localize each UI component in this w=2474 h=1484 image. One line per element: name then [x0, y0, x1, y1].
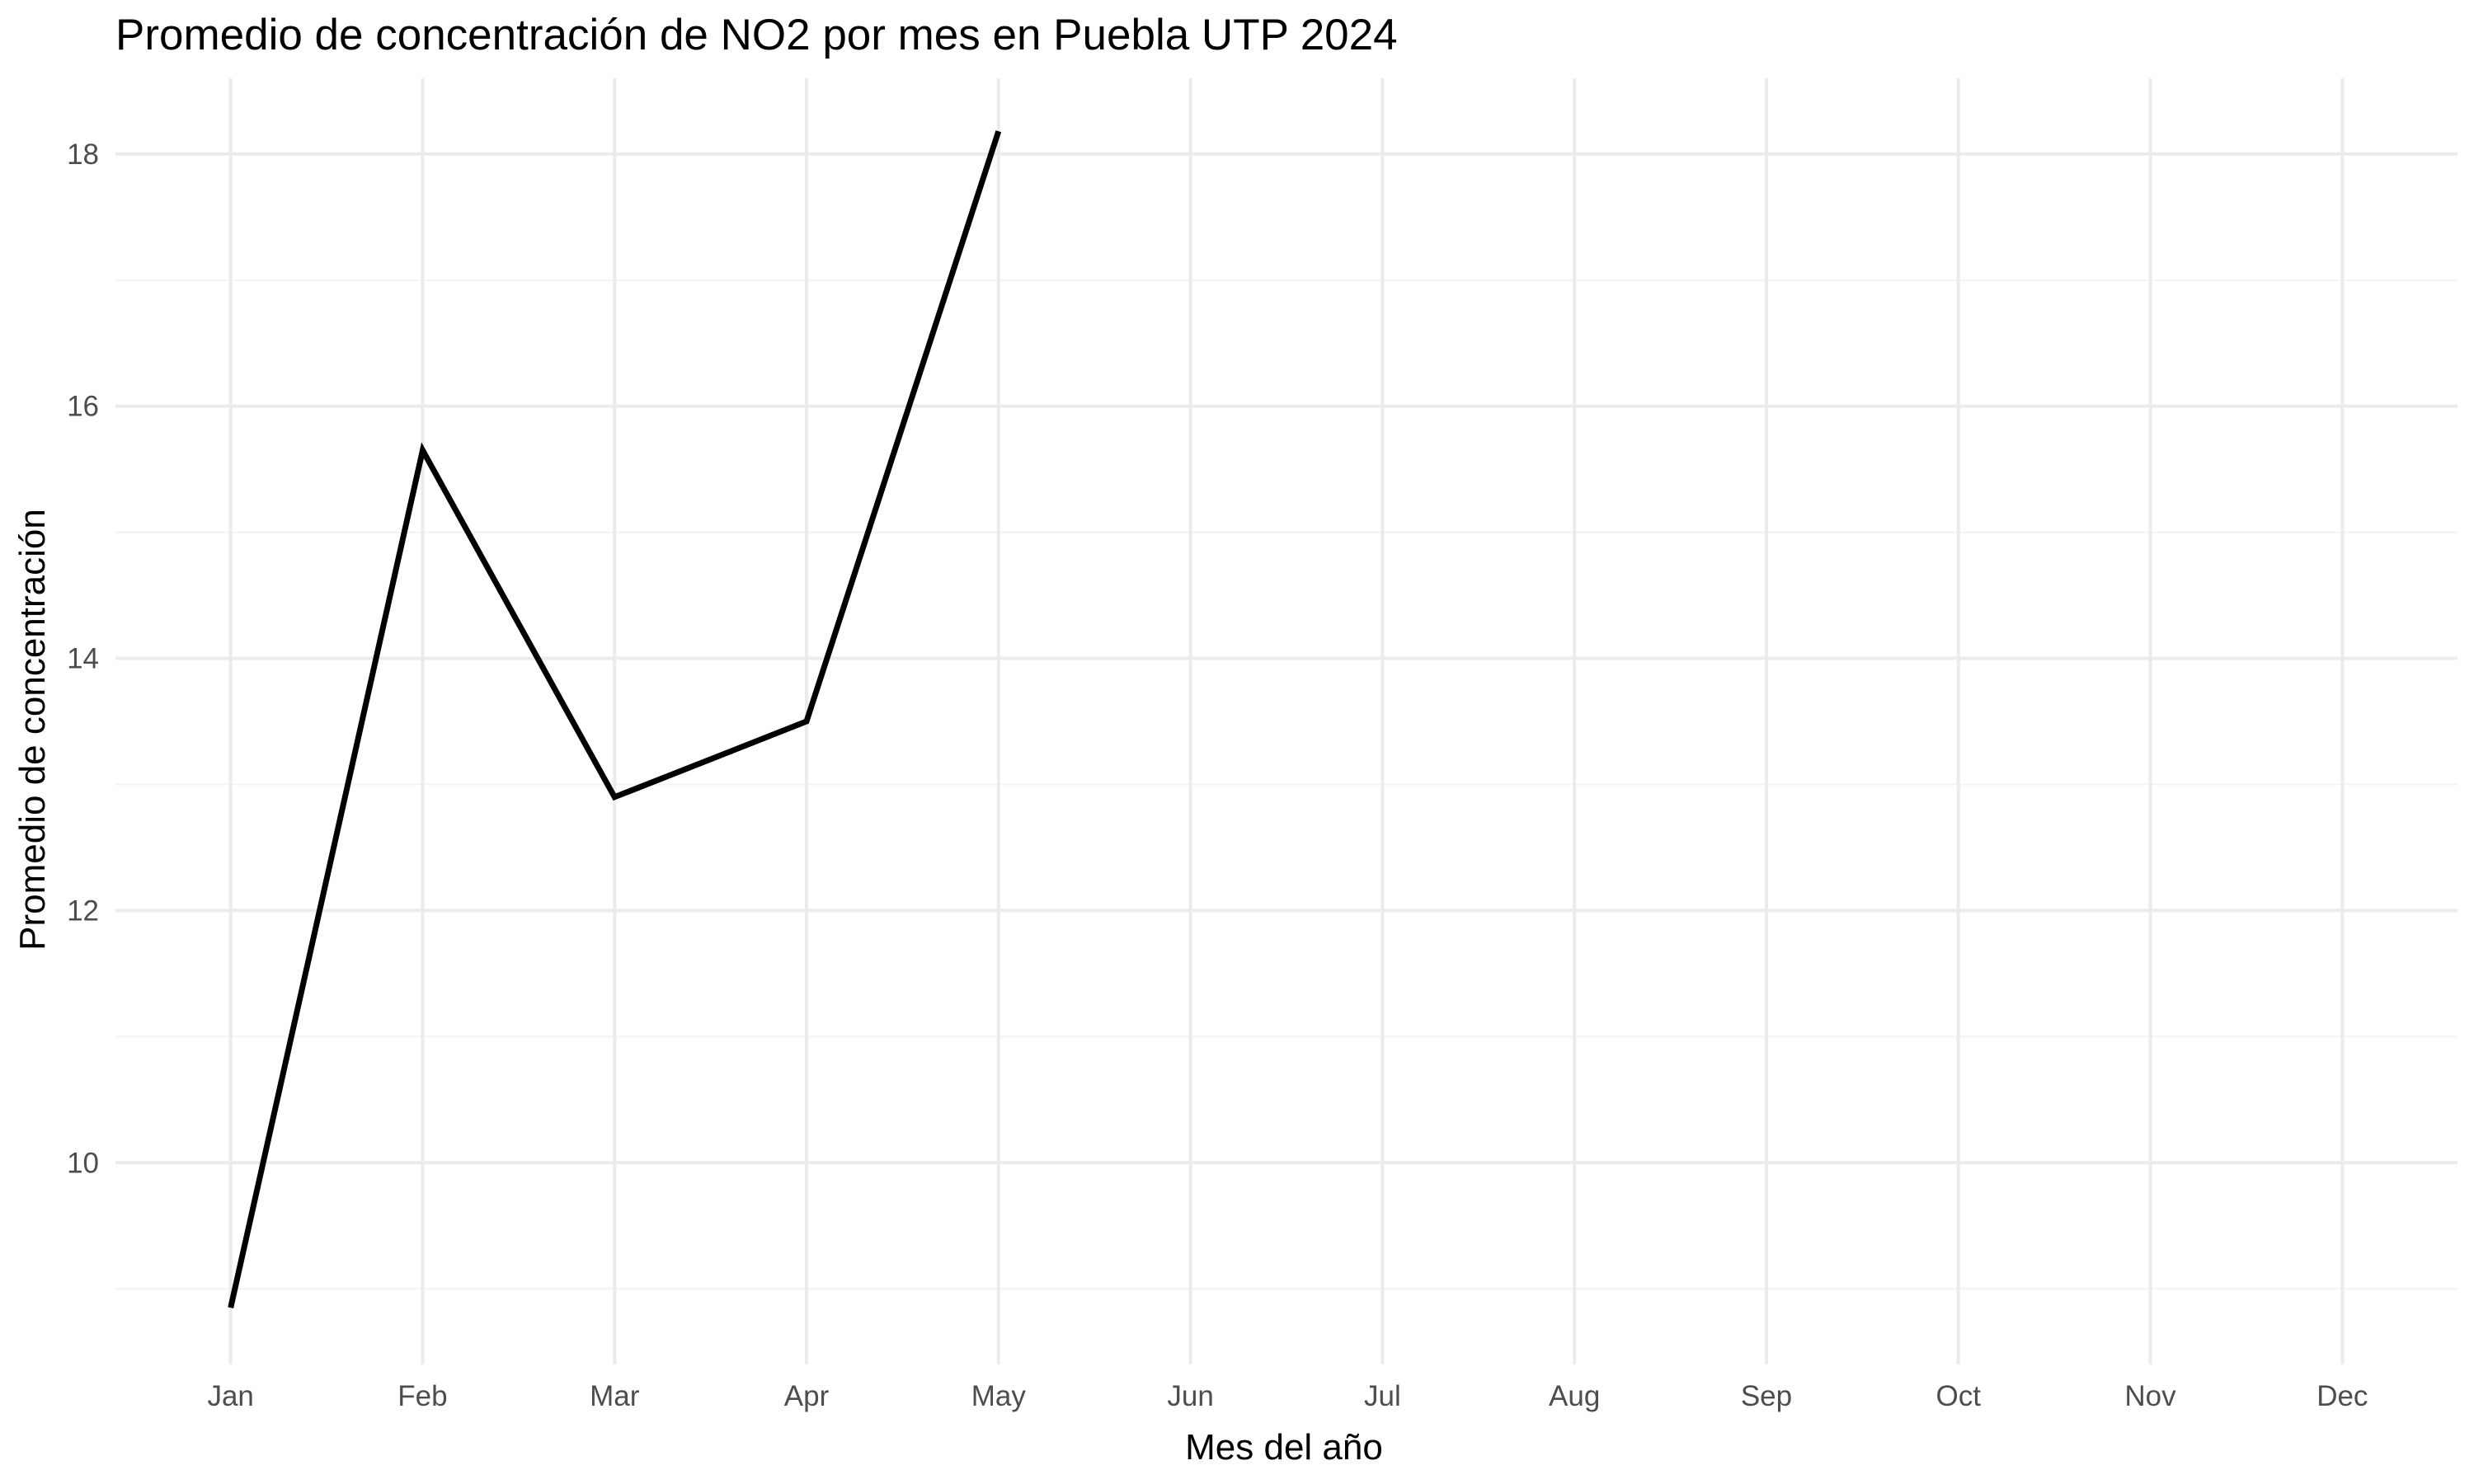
- x-tick-label: Jan: [207, 1380, 253, 1412]
- chart-title: Promedio de concentración de NO2 por mes…: [115, 11, 1398, 59]
- y-axis-title: Promedio de concentración: [12, 509, 53, 951]
- gridlines: [115, 78, 2458, 1364]
- x-tick-label: Mar: [590, 1380, 640, 1412]
- y-tick-label: 10: [67, 1147, 99, 1179]
- x-tick-label: Oct: [1936, 1380, 1982, 1412]
- y-axis-ticks: 10 12 14 16 18: [67, 139, 99, 1180]
- x-tick-label: Dec: [2316, 1380, 2368, 1412]
- x-tick-label: May: [971, 1380, 1027, 1412]
- y-tick-label: 14: [67, 643, 99, 675]
- y-tick-label: 18: [67, 139, 99, 171]
- x-tick-label: Feb: [397, 1380, 447, 1412]
- y-tick-label: 12: [67, 895, 99, 927]
- x-tick-label: Sep: [1741, 1380, 1792, 1412]
- y-tick-label: 16: [67, 391, 99, 423]
- x-tick-label: Apr: [784, 1380, 830, 1412]
- x-axis-ticks: Jan Feb Mar Apr May Jun Jul Aug Sep Oct Nov Dec: [207, 1380, 2368, 1412]
- x-tick-label: Nov: [2124, 1380, 2176, 1412]
- x-tick-label: Jul: [1364, 1380, 1401, 1412]
- x-tick-label: Aug: [1549, 1380, 1600, 1412]
- x-tick-label: Jun: [1167, 1380, 1213, 1412]
- data-series: [228, 130, 1002, 1308]
- x-axis-title: Mes del año: [1185, 1427, 1383, 1468]
